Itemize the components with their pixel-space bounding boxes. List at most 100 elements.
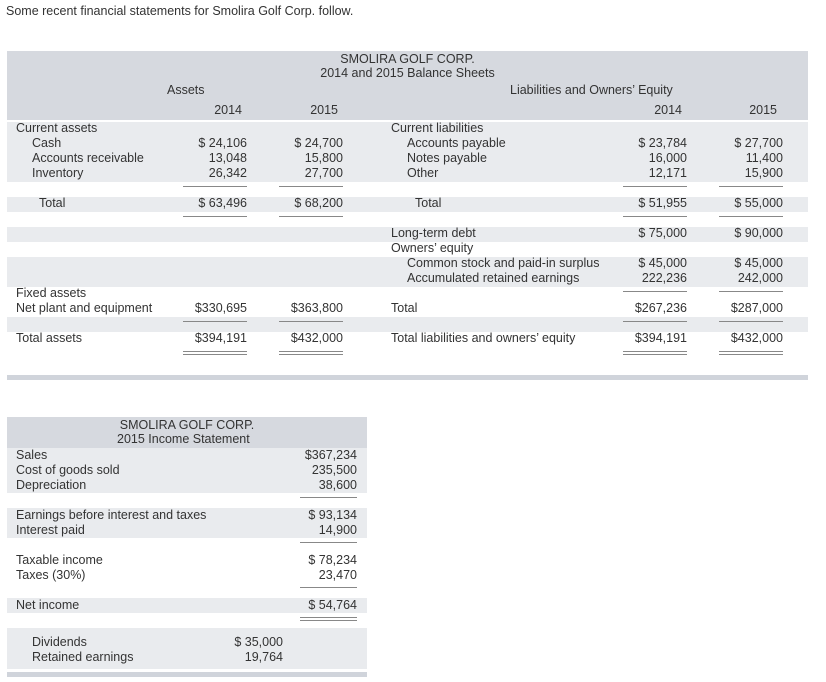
- rule: [623, 354, 687, 355]
- current-liabilities-label: Current liabilities: [391, 121, 484, 135]
- band: [7, 122, 808, 182]
- sales-value: $367,234: [304, 448, 357, 462]
- notes-label: Notes payable: [407, 151, 487, 165]
- oe-total-label: Total: [391, 301, 418, 315]
- common-stock-label: Common stock and paid-in surplus: [407, 256, 600, 270]
- liab-year-2014: 2014: [654, 103, 682, 117]
- ar-label: Accounts receivable: [32, 151, 144, 165]
- cl-total-2015: $ 55,000: [734, 196, 783, 210]
- rule: [300, 620, 357, 621]
- band: [7, 317, 808, 332]
- cogs-value: 235,500: [311, 463, 357, 477]
- rule: [279, 354, 343, 355]
- band: [7, 508, 367, 538]
- rule: [279, 216, 343, 217]
- owners-equity-label: Owners’ equity: [391, 241, 474, 255]
- notes-2015: 11,400: [745, 151, 783, 165]
- tle-2014: $394,191: [634, 331, 687, 345]
- ap-2014: $ 23,784: [638, 136, 687, 150]
- rule: [623, 216, 687, 217]
- rule: [183, 216, 247, 217]
- rule: [183, 351, 247, 352]
- band: [7, 598, 367, 613]
- net-income-value: $ 54,764: [308, 598, 357, 612]
- rule: [183, 321, 247, 322]
- ltd-label: Long-term debt: [391, 226, 476, 240]
- total-assets-2015: $432,000: [290, 331, 343, 345]
- cash-label: Cash: [32, 136, 62, 150]
- rule: [719, 354, 783, 355]
- cash-2015: $ 24,700: [294, 136, 343, 150]
- band: [7, 227, 808, 242]
- rule: [279, 351, 343, 352]
- net-income-label: Net income: [16, 598, 80, 612]
- cs-2014: $ 45,000: [638, 256, 687, 270]
- rule: [623, 186, 687, 187]
- cl-total-2014: $ 51,955: [638, 196, 687, 210]
- liabilities-header: Liabilities and Owners’ Equity: [510, 83, 673, 97]
- net-plant-2014: $330,695: [194, 301, 247, 315]
- rule: [623, 321, 687, 322]
- dividends-value: $ 35,000: [234, 635, 283, 649]
- retained-earnings-value: 19,764: [244, 650, 283, 664]
- asset-year-2014: 2014: [214, 103, 242, 117]
- rule: [623, 291, 687, 292]
- rule: [300, 587, 357, 588]
- retained-earnings-label: Retained earnings: [32, 650, 134, 664]
- band: [7, 257, 808, 287]
- rule: [279, 186, 343, 187]
- total-le-label: Total liabilities and owners’ equity: [391, 331, 576, 345]
- rule: [300, 542, 357, 543]
- rule: [300, 617, 357, 618]
- ebit-label: Earnings before interest and taxes: [16, 508, 207, 522]
- ltd-2014: $ 75,000: [638, 226, 687, 240]
- depreciation-label: Depreciation: [16, 478, 87, 492]
- taxable-value: $ 78,234: [308, 553, 357, 567]
- ltd-2015: $ 90,000: [734, 226, 783, 240]
- rule: [300, 497, 357, 498]
- rule: [183, 354, 247, 355]
- total-assets-label: Total assets: [16, 331, 83, 345]
- rule: [719, 351, 783, 352]
- rule: [719, 216, 783, 217]
- notes-2014: 16,000: [648, 151, 687, 165]
- rule: [719, 321, 783, 322]
- rule: [719, 186, 783, 187]
- ap-label: Accounts payable: [407, 136, 506, 150]
- ar-2014: 13,048: [208, 151, 247, 165]
- ca-total-2015: $ 68,200: [294, 196, 343, 210]
- net-plant-label: Net plant and equipment: [16, 301, 153, 315]
- income-company: SMOLIRA GOLF CORP.: [119, 418, 255, 432]
- cl-total-label: Total: [415, 196, 442, 210]
- ca-total-label: Total: [39, 196, 66, 210]
- tle-2015: $432,000: [730, 331, 783, 345]
- interest-value: 14,900: [318, 523, 357, 537]
- liab-year-2015: 2015: [749, 103, 777, 117]
- taxes-label: Taxes (30%): [16, 568, 86, 582]
- rule: [183, 186, 247, 187]
- rule: [279, 321, 343, 322]
- fixed-assets-label: Fixed assets: [16, 286, 87, 300]
- current-assets-label: Current assets: [16, 121, 98, 135]
- balance-company: SMOLIRA GOLF CORP.: [340, 52, 475, 66]
- band: [7, 448, 367, 493]
- asset-year-2015: 2015: [310, 103, 338, 117]
- net-plant-2015: $363,800: [290, 301, 343, 315]
- balance-header-band: [7, 51, 808, 120]
- ar-2015: 15,800: [304, 151, 343, 165]
- ap-2015: $ 27,700: [734, 136, 783, 150]
- band: [7, 197, 808, 212]
- re-2014: 222,236: [641, 271, 687, 285]
- income-header-band: [7, 417, 367, 448]
- total-assets-2014: $394,191: [194, 331, 247, 345]
- rule: [623, 351, 687, 352]
- other-label: Other: [407, 166, 439, 180]
- assets-header: Assets: [167, 83, 205, 97]
- balance-bottom-bar: [7, 375, 808, 380]
- income-title: 2015 Income Statement: [117, 432, 250, 446]
- inventory-2015: 27,700: [304, 166, 343, 180]
- sales-label: Sales: [16, 448, 48, 462]
- taxable-label: Taxable income: [16, 553, 103, 567]
- dividends-label: Dividends: [32, 635, 87, 649]
- depreciation-value: 38,600: [318, 478, 357, 492]
